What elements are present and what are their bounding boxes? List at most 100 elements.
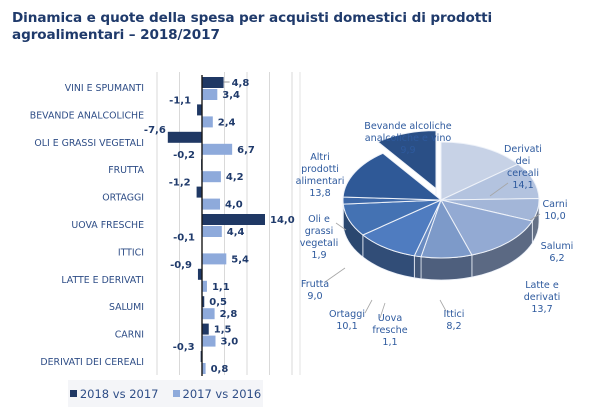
bar-value-label: 4,2: [226, 172, 244, 183]
pie-label-line: 13,7: [531, 304, 552, 315]
bar-value-label: 4,8: [232, 78, 250, 89]
bar-2017: [202, 308, 215, 320]
pie-label: Altri prodotti alimentari 13,8: [296, 152, 345, 199]
bar-value-label: -1,2: [169, 178, 191, 189]
pie-label-line: 1,1: [382, 337, 397, 348]
bar-value-label: 2,4: [218, 117, 236, 128]
bar-series: [167, 77, 265, 374]
pie-chart: [342, 130, 540, 281]
pie-label-line: 14,1: [512, 180, 533, 191]
category-label: UOVA FRESCHE: [71, 220, 144, 231]
pie-leader-line: [364, 299, 373, 314]
bar-gridlines: [156, 72, 293, 375]
chart-title: Dinamica e quote della spesa per acquist…: [12, 10, 493, 43]
pie-label: Oli e grassi vegetali 1,9: [300, 214, 339, 261]
bar-2017: [202, 198, 220, 210]
pie-label-line: Altri: [310, 152, 330, 163]
bar-2018: [197, 268, 202, 280]
legend-item-2018: 2018 vs 2017: [69, 386, 159, 401]
pie-side-wall: [413, 255, 422, 280]
pie-label: Latte e derivati 13,7: [524, 280, 561, 315]
category-label: DERIVATI DEI CEREALI: [40, 357, 144, 368]
pie-label-line: 6,2: [549, 253, 564, 264]
pie-label-line: Ittici: [444, 309, 465, 320]
pie-label: Ortaggi 10,1: [329, 309, 365, 332]
pie-label: Ittici 8,2: [444, 309, 465, 332]
bar-value-label: -1,1: [169, 95, 191, 106]
pie-label-line: Frutta: [301, 279, 329, 290]
bar-value-label: 5,4: [231, 254, 249, 265]
pie-label-line: prodotti: [301, 164, 339, 175]
bar-value-label: -0,9: [170, 260, 192, 271]
category-label: ORTAGGI: [102, 193, 144, 204]
legend-swatch-2017: [172, 390, 180, 397]
bar-value-label: 4,0: [225, 200, 243, 211]
pie-label-line: Oli e: [308, 214, 330, 225]
pie-label-line: alimentari: [296, 176, 345, 187]
category-label: VINI E SPUMANTI: [65, 83, 144, 94]
category-label: CARNI: [115, 330, 144, 341]
pie-leader-line: [529, 213, 541, 221]
pie-leader-line: [439, 299, 447, 312]
bar-2018: [202, 214, 265, 225]
pie-label-line: Salumi: [541, 241, 574, 252]
category-label: BEVANDE ANALCOLICHE: [30, 110, 144, 121]
bar-2017: [202, 171, 221, 183]
bar-2017: [202, 89, 218, 100]
pie-label: Bevande alcoliche analcoliche e vino 9,9: [364, 121, 452, 156]
pie-label-line: grassi: [305, 226, 334, 237]
pie-label: Salumi 6,2: [541, 241, 574, 264]
legend-swatch-2018: [69, 390, 77, 397]
bar-2017: [202, 253, 227, 265]
bar-value-label: -0,1: [173, 232, 195, 243]
category-label: LATTE E DERIVATI: [61, 275, 144, 286]
pie-label: Carni 10,0: [542, 199, 567, 222]
bar-value-label: 14,0: [270, 215, 295, 226]
pie-label-line: 13,8: [309, 188, 330, 199]
pie-label-line: Derivati: [504, 144, 542, 155]
bar-value-label: 0,5: [209, 297, 227, 308]
bar-2017: [202, 143, 233, 155]
pie-slice-altri-prodotti-alimentari: [342, 152, 443, 201]
pie-label: Frutta 9,0: [301, 279, 329, 302]
pie-label-line: fresche: [372, 325, 407, 336]
pie-leader-line: [489, 182, 509, 197]
pie-leader-line: [379, 302, 386, 319]
pie-slice-derivati-dei-cereali: [440, 141, 519, 201]
bar-2017: [202, 280, 207, 292]
pie-leader-line: [335, 222, 347, 231]
bar-value-label: 6,7: [237, 145, 255, 156]
bar-2017: [202, 116, 213, 128]
pie-label-line: Uova: [378, 313, 402, 324]
pie-label: Uova fresche 1,1: [372, 313, 407, 348]
bar-2018: [196, 186, 202, 198]
bar-value-label: 3,0: [221, 337, 239, 348]
pie-label-line: derivati: [524, 292, 561, 303]
legend-label-2018: 2018 vs 2017: [79, 386, 159, 401]
bar-value-label: 4,4: [227, 227, 245, 238]
pie-label-line: Latte e: [525, 280, 559, 291]
legend: 2018 vs 2017 2017 vs 2016: [68, 380, 263, 407]
pie-slice-latte-e-derivati: [440, 199, 534, 256]
bar-2017: [202, 363, 206, 374]
bar-2018: [202, 323, 209, 335]
bar-value-label: -7,6: [144, 125, 166, 136]
pie-label: Derivati dei cereali 14,1: [504, 144, 542, 191]
pie-slice-bevande-alcoliche-analcoliche-e-vino: [376, 130, 437, 190]
pie-label-line: 10,1: [336, 321, 357, 332]
pie-side-wall: [420, 254, 473, 281]
bar-2018: [202, 77, 224, 88]
pie-label-line: 9,9: [400, 145, 415, 156]
legend-label-2017: 2017 vs 2016: [182, 386, 262, 401]
bar-value-labels: 4,83,4 -1,1 2,4 -7,6 6,7 -0,2 4,2 -1,2 4,0 14,0 4,…: [144, 78, 295, 375]
pie-label-line: 9,0: [307, 291, 322, 302]
bar-2017: [202, 335, 216, 347]
category-label: OLI E GRASSI VEGETALI: [34, 138, 144, 149]
category-label: FRUTTA: [108, 165, 144, 176]
pie-label-line: dei: [516, 156, 531, 167]
category-label: SALUMI: [109, 302, 144, 313]
bar-value-label: 3,4: [222, 90, 240, 101]
bar-value-label: -0,3: [173, 342, 195, 353]
pie-label-line: vegetali: [300, 238, 339, 249]
